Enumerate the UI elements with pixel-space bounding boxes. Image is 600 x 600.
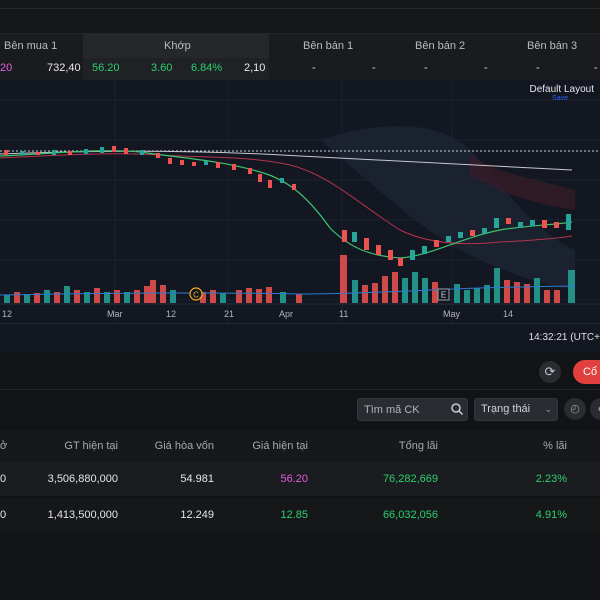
marker-c-icon[interactable]: C xyxy=(189,287,203,301)
header-khop: Khớp xyxy=(164,40,191,52)
status-select-label: Trạng thái xyxy=(481,403,531,415)
header-ben-ban-1: Bên bán 1 xyxy=(303,40,354,52)
layout-save[interactable]: Save xyxy=(552,95,568,102)
x-label: 14 xyxy=(503,309,513,319)
ask2-price: - xyxy=(424,62,428,74)
search-input[interactable] xyxy=(364,402,448,418)
x-label: Mar xyxy=(107,309,123,319)
row-gt: 1,413,500,000 xyxy=(47,509,118,521)
match-volume: 2,10 xyxy=(244,62,266,74)
red-band xyxy=(470,155,575,210)
col0-header: ở xyxy=(0,440,8,452)
status-select[interactable]: Trạng thái ⌄ xyxy=(474,398,558,421)
price-chart[interactable]: C E 12 Mar 12 21 Apr 11 May 14 Default L… xyxy=(0,80,600,352)
search-icon[interactable] xyxy=(450,402,464,416)
gia-hien-tai-header[interactable]: Giá hiện tại xyxy=(252,440,308,452)
ask1-volume: - xyxy=(372,62,376,74)
gt-hien-tai-header[interactable]: GT hiện tại xyxy=(64,440,118,452)
marker-e-label: E xyxy=(441,291,446,300)
x-label: 12 xyxy=(2,309,12,319)
x-label: 11 xyxy=(339,309,348,319)
marker-e-icon[interactable]: E xyxy=(437,288,450,301)
row-hien-tai: 56.20 xyxy=(280,473,308,485)
x-label: Apr xyxy=(279,309,293,319)
header-ben-mua-1: Bên mua 1 xyxy=(4,40,58,52)
order-book: Bên mua 1 Khớp Bên bán 1 Bên bán 2 Bên b… xyxy=(0,34,600,80)
x-label: May xyxy=(443,309,461,319)
pct-lai-header[interactable]: % lãi xyxy=(543,440,567,452)
row-pct: 2.23% xyxy=(535,473,567,485)
chevron-down-icon: ⌄ xyxy=(544,404,552,414)
row-col0: 0 xyxy=(0,509,7,521)
settings-icon[interactable]: ◐ xyxy=(590,398,600,420)
filter-toolbar: Trạng thái ⌄ ◴ ◐ xyxy=(0,390,600,430)
row-tong-lai: 76,282,669 xyxy=(382,473,438,485)
refresh-icon[interactable]: ⟳ xyxy=(539,361,561,383)
row-gt: 3,506,880,000 xyxy=(47,473,118,485)
ask3-price: - xyxy=(536,62,540,74)
buy-price: 20 xyxy=(0,62,13,74)
ma-green-line xyxy=(0,150,573,259)
ask3-volume: - xyxy=(594,62,598,74)
table-row[interactable]: 0 3,506,880,000 54.981 56.20 76,282,669 … xyxy=(0,462,600,496)
header-ben-ban-2: Bên bán 2 xyxy=(415,40,466,52)
x-label: 12 xyxy=(166,309,176,319)
table-header: ở GT hiện tại Giá hòa vốn Giá hiện tại T… xyxy=(0,430,600,462)
header-ben-ban-3: Bên bán 3 xyxy=(527,40,578,52)
stock-button[interactable]: Cổ phiếu xyxy=(573,360,600,384)
search-box[interactable] xyxy=(357,398,468,421)
row-col0: 0 xyxy=(0,473,7,485)
volume-bars xyxy=(4,255,575,303)
match-price: 56.20 xyxy=(92,62,120,74)
chart-time-bar: 14:32:21 (UTC+ xyxy=(0,323,600,352)
ichimoku-cloud xyxy=(320,126,575,290)
chart-clock[interactable]: 14:32:21 (UTC+ xyxy=(528,332,600,343)
ask1-price: - xyxy=(312,62,316,74)
candles xyxy=(4,146,571,266)
x-label: 21 xyxy=(224,309,234,319)
volume-ma-line xyxy=(0,285,576,296)
layout-title[interactable]: Default Layout xyxy=(529,84,595,95)
marker-c-label: C xyxy=(193,291,199,300)
row-hoa-von: 54.981 xyxy=(180,473,214,485)
row-hoa-von: 12.249 xyxy=(180,509,214,521)
row-pct: 4.91% xyxy=(535,509,567,521)
row-hien-tai: 12.85 xyxy=(280,509,308,521)
top-bar xyxy=(0,0,600,34)
chart-canvas[interactable]: C E 12 Mar 12 21 Apr 11 May 14 xyxy=(0,80,600,352)
match-change: 3.60 xyxy=(151,62,173,74)
filter-icon[interactable]: ◴ xyxy=(564,398,586,420)
top-divider xyxy=(0,8,600,9)
match-percent: 6.84% xyxy=(191,62,223,74)
buy-volume: 732,40 xyxy=(47,62,81,74)
ask2-volume: - xyxy=(484,62,488,74)
table-row[interactable]: 0 1,413,500,000 12.249 12.85 66,032,056 … xyxy=(0,498,600,532)
tong-lai-header[interactable]: Tổng lãi xyxy=(398,440,438,452)
row-tong-lai: 66,032,056 xyxy=(382,509,438,521)
khop-header-bg xyxy=(83,34,269,58)
x-axis: 12 Mar 12 21 Apr 11 May 14 xyxy=(0,303,600,319)
gia-hoa-von-header[interactable]: Giá hòa vốn xyxy=(154,440,214,452)
khop-values-bg xyxy=(83,58,269,80)
action-row: ⟳ Cổ phiếu xyxy=(0,352,600,390)
